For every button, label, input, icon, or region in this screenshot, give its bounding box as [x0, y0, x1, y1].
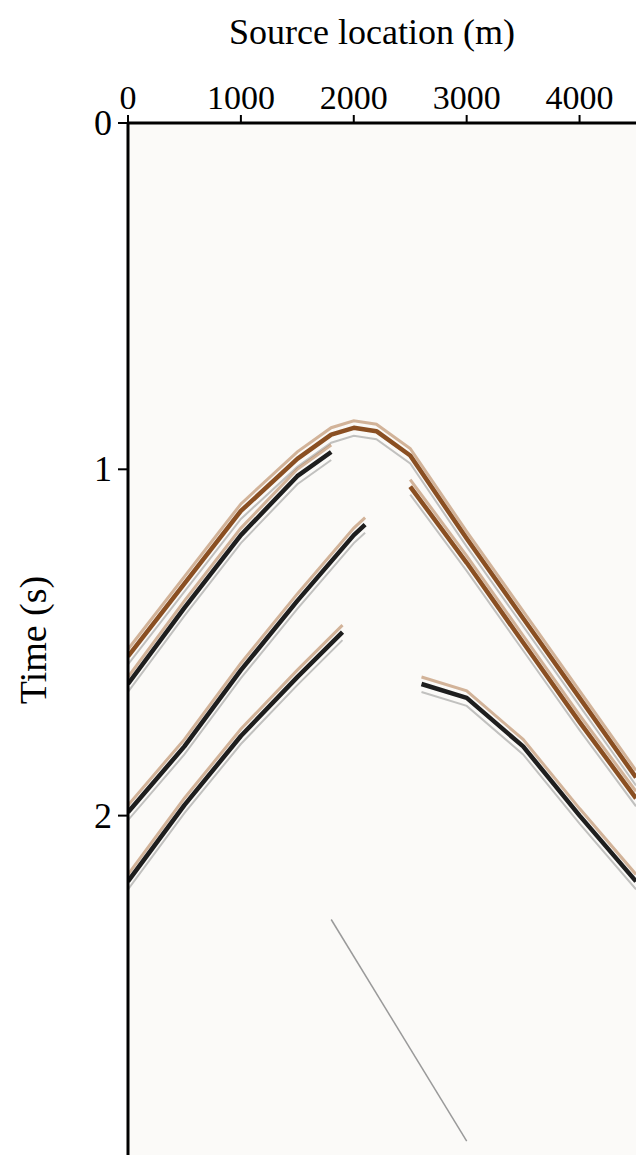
x-tick — [127, 115, 129, 123]
wavelet-lobe — [128, 436, 636, 786]
x-tick — [466, 115, 468, 123]
seismic-event — [128, 428, 636, 778]
wavelet-lobe — [410, 480, 636, 792]
x-tick-label: 0 — [120, 79, 137, 116]
y-axis — [127, 123, 130, 1155]
chart: 0 1000 2000 3000 4000 0 1 2 Source location (m) T… — [0, 0, 641, 1159]
y-tick — [118, 122, 128, 124]
wavelet-lobe — [128, 640, 343, 889]
events — [128, 421, 636, 1141]
plot-area — [128, 123, 636, 1155]
x-tick-label: 1000 — [207, 79, 275, 116]
y-tick-label: 0 — [94, 103, 112, 143]
y-tick — [118, 815, 128, 817]
x-tick-label: 4000 — [546, 79, 614, 116]
seismic-event — [128, 632, 343, 881]
x-axis-title: Source location (m) — [229, 12, 515, 52]
seismic-event — [331, 920, 467, 1142]
seismic-event — [128, 452, 331, 684]
wavelet-lobe — [422, 692, 637, 889]
wavelet-lobe — [410, 495, 636, 807]
wavelet-lobe — [128, 460, 331, 692]
wavelet-lobe — [128, 533, 365, 821]
x-axis — [128, 122, 636, 125]
y-tick-label: 2 — [94, 796, 112, 836]
x-tick — [579, 115, 581, 123]
x-tick-label: 2000 — [320, 79, 388, 116]
x-tick-label: 3000 — [433, 79, 501, 116]
seismic-event — [410, 487, 636, 799]
seismic-event — [128, 525, 365, 813]
y-axis-title: Time (s) — [12, 576, 55, 704]
x-tick — [353, 115, 355, 123]
seismic-event — [422, 684, 637, 881]
y-tick — [118, 468, 128, 470]
x-tick — [240, 115, 242, 123]
y-tick-label: 1 — [94, 449, 112, 489]
